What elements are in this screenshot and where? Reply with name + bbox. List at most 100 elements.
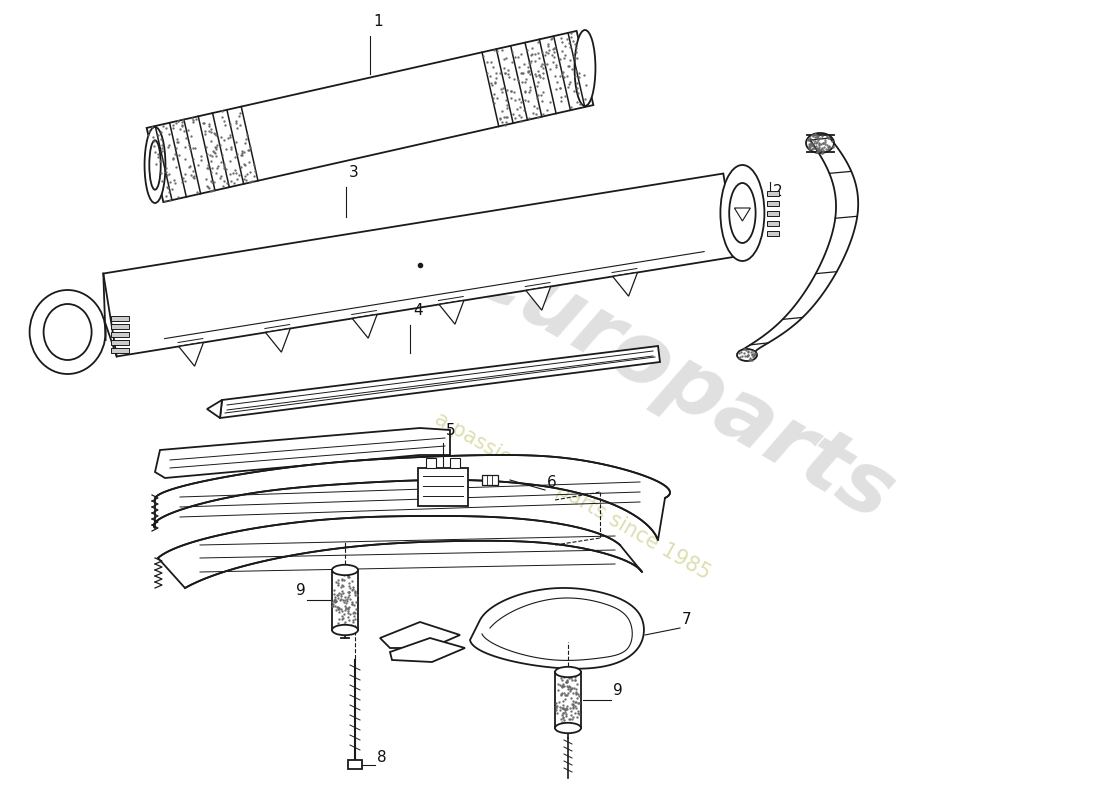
Point	[561, 680, 579, 693]
Point	[821, 141, 838, 154]
Point	[556, 70, 573, 83]
Point	[525, 106, 542, 119]
Ellipse shape	[150, 140, 161, 190]
Point	[553, 673, 571, 686]
Point	[730, 352, 748, 365]
Point	[340, 586, 358, 598]
Point	[222, 143, 240, 156]
Point	[478, 56, 496, 69]
Polygon shape	[220, 346, 660, 418]
Point	[526, 99, 543, 112]
Point	[202, 174, 220, 187]
Text: europarts: europarts	[455, 229, 909, 539]
Point	[814, 136, 832, 149]
Point	[500, 70, 518, 83]
Point	[810, 142, 827, 155]
Point	[167, 161, 185, 174]
Point	[556, 667, 573, 680]
Point	[520, 86, 538, 99]
Point	[153, 145, 170, 158]
Point	[807, 132, 825, 145]
Point	[742, 346, 760, 358]
Point	[566, 696, 584, 709]
Point	[811, 138, 828, 150]
Point	[482, 77, 499, 90]
Point	[323, 595, 341, 608]
Ellipse shape	[737, 349, 757, 361]
Point	[562, 704, 580, 717]
Point	[156, 161, 174, 174]
Point	[558, 703, 575, 716]
Point	[184, 112, 201, 125]
Point	[559, 681, 576, 694]
Point	[341, 593, 359, 606]
Point	[561, 683, 579, 696]
Point	[168, 136, 186, 149]
Point	[541, 62, 559, 75]
Polygon shape	[379, 622, 460, 648]
Point	[553, 709, 571, 722]
Point	[327, 594, 344, 607]
Point	[512, 96, 529, 109]
Point	[339, 602, 356, 615]
Point	[345, 586, 363, 599]
Point	[492, 111, 509, 124]
Point	[147, 158, 165, 170]
Point	[800, 140, 817, 153]
Point	[336, 603, 353, 616]
Point	[343, 575, 361, 588]
Point	[521, 84, 539, 97]
Point	[332, 602, 350, 615]
Point	[346, 589, 364, 602]
Point	[198, 148, 216, 161]
Point	[167, 117, 185, 130]
Point	[531, 70, 549, 83]
Point	[513, 75, 530, 88]
Ellipse shape	[574, 30, 595, 106]
Point	[330, 602, 348, 614]
Point	[158, 181, 176, 194]
Point	[742, 348, 760, 361]
Point	[811, 141, 828, 154]
Point	[329, 617, 346, 630]
Point	[812, 138, 829, 151]
Point	[497, 110, 515, 123]
Point	[803, 129, 821, 142]
Point	[344, 606, 362, 619]
Point	[339, 606, 356, 619]
Polygon shape	[352, 314, 377, 338]
Point	[520, 57, 538, 70]
Point	[578, 78, 595, 91]
Point	[742, 348, 760, 361]
Point	[569, 86, 586, 99]
Point	[557, 704, 574, 717]
Point	[341, 586, 359, 598]
Point	[157, 190, 175, 202]
Point	[566, 674, 584, 686]
Point	[814, 143, 832, 156]
Point	[569, 96, 586, 109]
Point	[492, 66, 509, 79]
Point	[176, 167, 194, 180]
Point	[541, 95, 559, 108]
Point	[227, 114, 244, 127]
Point	[145, 139, 163, 152]
FancyBboxPatch shape	[111, 316, 129, 321]
Point	[493, 105, 510, 118]
Point	[496, 52, 514, 65]
Point	[738, 350, 756, 362]
Point	[221, 118, 239, 130]
Point	[245, 170, 263, 182]
Point	[806, 127, 824, 140]
Point	[174, 172, 191, 185]
Point	[807, 137, 825, 150]
Point	[218, 177, 235, 190]
Point	[342, 619, 360, 632]
Point	[192, 150, 210, 162]
Point	[232, 161, 250, 174]
Text: 9: 9	[613, 683, 623, 698]
Point	[323, 600, 341, 613]
Point	[529, 92, 547, 105]
Point	[216, 118, 233, 131]
Point	[140, 124, 157, 137]
